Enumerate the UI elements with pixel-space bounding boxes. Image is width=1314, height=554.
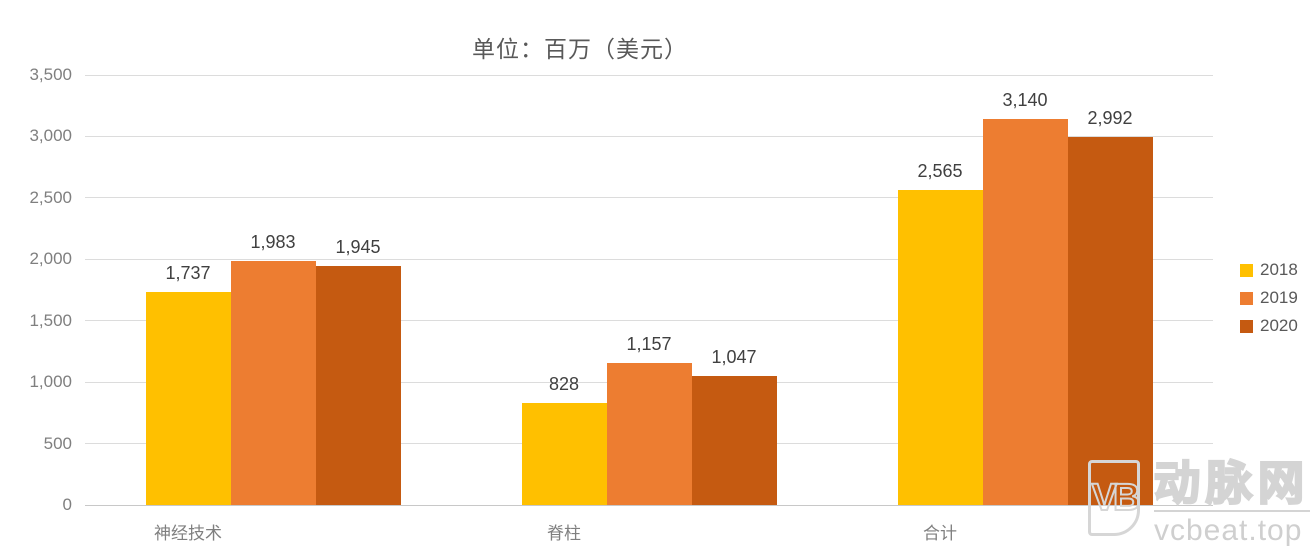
watermark-url: vcbeat.top — [1154, 514, 1303, 547]
bar-2019-合计 — [982, 119, 1068, 505]
bar-value-label: 1,157 — [626, 333, 672, 354]
y-tick-label: 500 — [43, 433, 72, 453]
vcbeat-logo-monogram: VB — [1091, 476, 1142, 520]
bar-2019-脊柱 — [606, 362, 692, 505]
legend: 2018 2019 2020 — [1240, 256, 1298, 340]
legend-item-2018: 2018 — [1240, 256, 1298, 284]
bar-2020-合计 — [1067, 137, 1153, 505]
y-tick-label: 3,000 — [29, 126, 72, 146]
legend-label: 2020 — [1260, 316, 1298, 335]
gridline — [85, 197, 1213, 199]
x-category-label: 神经技术 — [154, 524, 222, 543]
legend-swatch-2019 — [1240, 291, 1253, 305]
y-tick-label: 0 — [62, 495, 72, 514]
bar-value-label: 1,983 — [250, 232, 296, 253]
gridline — [85, 320, 1213, 322]
x-axis-line — [85, 504, 1213, 506]
bar-value-label: 1,945 — [335, 237, 381, 258]
y-tick-label: 1,000 — [29, 372, 72, 392]
bar-value-label: 828 — [548, 374, 580, 395]
bar-value-label: 1,737 — [165, 262, 211, 283]
legend-swatch-2018 — [1240, 263, 1253, 277]
legend-label: 2019 — [1260, 288, 1298, 307]
watermark-text: 动脉网 vcbeat.top — [1153, 459, 1310, 548]
bar-2018-神经技术 — [145, 291, 231, 505]
watermark-brand: 动脉网 — [1153, 459, 1310, 512]
bar-2019-神经技术 — [230, 261, 316, 505]
y-tick-label: 3,500 — [29, 65, 72, 84]
bar-value-label: 2,992 — [1087, 108, 1133, 129]
bar-2018-脊柱 — [521, 403, 607, 505]
bar-2020-神经技术 — [315, 266, 401, 505]
bar-value-label: 2,565 — [917, 160, 963, 181]
legend-item-2019: 2019 — [1240, 284, 1298, 312]
watermark: VB 动脉网 vcbeat.top — [1088, 459, 1310, 548]
legend-item-2020: 2020 — [1240, 312, 1298, 340]
chart-title: 单位：百万（美元） — [472, 36, 688, 62]
legend-swatch-2020 — [1240, 319, 1253, 333]
gridline — [85, 135, 1213, 137]
legend-label: 2018 — [1260, 260, 1298, 279]
y-tick-label: 2,000 — [29, 249, 72, 269]
bar-value-label: 3,140 — [1002, 90, 1048, 111]
bar-value-label: 1,047 — [711, 347, 757, 368]
vcbeat-logo: VB — [1088, 460, 1142, 536]
y-tick-label: 1,500 — [29, 310, 72, 330]
x-category-label: 脊柱 — [547, 524, 581, 543]
bar-2020-脊柱 — [691, 376, 777, 505]
x-category-label: 合计 — [923, 524, 957, 543]
gridline — [85, 74, 1213, 76]
gridline — [85, 258, 1213, 260]
y-tick-label: 2,500 — [29, 187, 72, 207]
bar-2018-合计 — [897, 189, 983, 505]
plot-area: 1,737 1,983 1,945 828 1,157 1,047 2,565 3,140 2,… — [85, 74, 1213, 506]
